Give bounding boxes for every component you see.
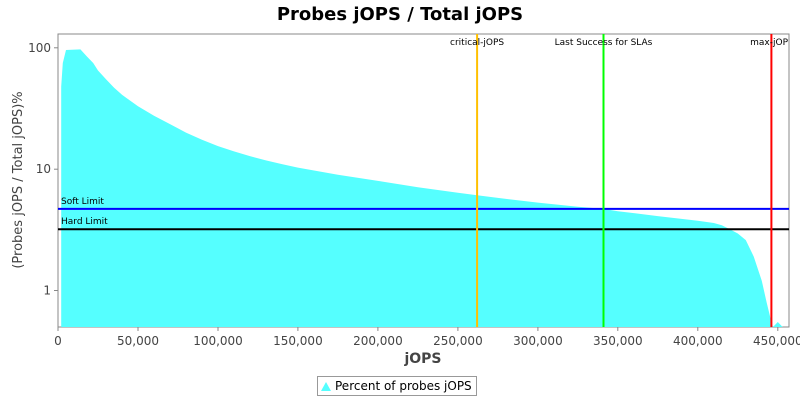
y-axis: 1 10 100 bbox=[28, 41, 58, 298]
x-tick-label: 250,000 bbox=[433, 334, 483, 348]
marker-label: Last Success for SLAs bbox=[555, 38, 653, 48]
x-axis: 0 50,000 100,000 150,000 200,000 250,000 300,0… bbox=[54, 327, 800, 348]
area-layer bbox=[61, 49, 783, 328]
legend-label: Percent of probes jOPS bbox=[335, 379, 472, 393]
x-tick-label: 300,000 bbox=[513, 334, 563, 348]
x-tick-label: 350,000 bbox=[593, 334, 643, 348]
y-tick-label: 100 bbox=[28, 41, 51, 55]
x-tick-label: 150,000 bbox=[273, 334, 323, 348]
limit-line-label: Hard Limit bbox=[61, 217, 108, 227]
vertical-markers: critical-jOPS Last Success for SLAs max-jO… bbox=[450, 34, 789, 327]
y-tick-label: 10 bbox=[36, 162, 51, 176]
y-tick-label: 1 bbox=[43, 284, 51, 298]
x-tick-label: 100,000 bbox=[193, 334, 243, 348]
x-tick-label: 200,000 bbox=[353, 334, 403, 348]
x-tick-label: 400,000 bbox=[673, 334, 723, 348]
series-area-percent-probes bbox=[61, 49, 783, 328]
x-axis-title: jOPS bbox=[403, 351, 441, 367]
horizontal-lines: Soft Limit Hard Limit bbox=[58, 197, 789, 231]
chart-title: Probes jOPS / Total jOPS bbox=[277, 4, 523, 25]
marker-label: max-jOP bbox=[750, 38, 788, 48]
y-axis-title: (Probes jOPS / Total jOPS)% bbox=[11, 91, 26, 268]
x-tick-label: 0 bbox=[54, 334, 62, 348]
limit-line-label: Soft Limit bbox=[61, 197, 104, 207]
x-tick-label: 50,000 bbox=[117, 334, 159, 348]
x-tick-label: 450,000 bbox=[753, 334, 800, 348]
legend: Percent of probes jOPS bbox=[317, 376, 477, 396]
marker-label: critical-jOPS bbox=[450, 38, 504, 48]
legend-swatch-icon bbox=[321, 381, 331, 391]
